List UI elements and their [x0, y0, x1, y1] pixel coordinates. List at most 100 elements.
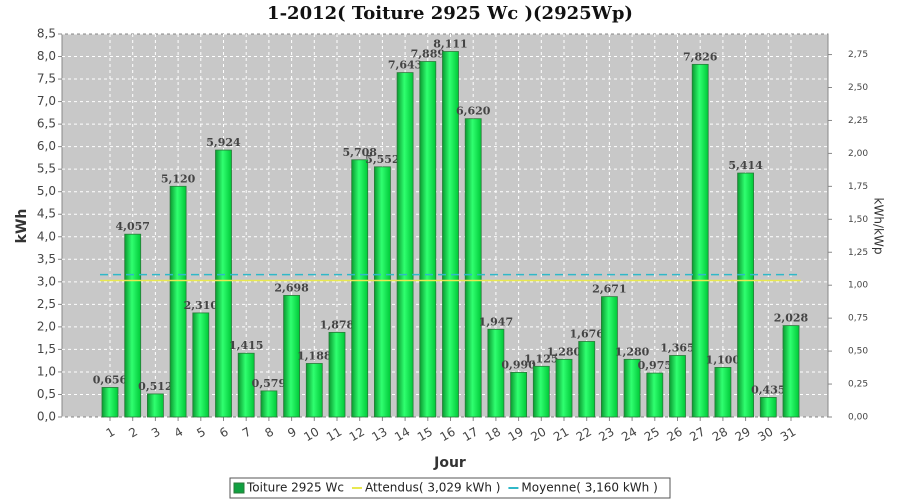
bar — [146, 393, 164, 418]
value-label: 7,643 — [388, 59, 422, 72]
y2-tick-label: 2,50 — [848, 83, 868, 93]
x-tick-label: 13 — [369, 425, 389, 445]
bar — [555, 358, 573, 418]
value-label: 6,620 — [456, 105, 491, 118]
bar — [646, 372, 664, 418]
y2-tick-label: 2,00 — [848, 149, 868, 159]
bar — [532, 365, 550, 418]
value-label: 7,826 — [683, 50, 718, 63]
y-tick-label: 7,0 — [37, 94, 56, 108]
bar — [283, 295, 301, 418]
value-label: 1,188 — [297, 349, 332, 362]
value-label: 1,280 — [547, 345, 582, 358]
legend-swatch — [233, 482, 245, 494]
x-tick-label: 27 — [687, 425, 707, 445]
value-label: 0,579 — [252, 377, 286, 390]
value-label: 2,028 — [774, 312, 809, 325]
y-tick-label: 8,0 — [37, 49, 56, 63]
value-label: 1,365 — [660, 341, 694, 354]
legend-label: Attendus( 3,029 kWh ) — [365, 481, 500, 495]
y2-tick-label: 2,75 — [848, 50, 868, 60]
value-label: 1,415 — [229, 339, 263, 352]
bar — [442, 51, 459, 418]
bar — [669, 355, 686, 418]
bar — [419, 61, 437, 418]
x-tick-label: 24 — [619, 425, 639, 445]
bar — [691, 63, 709, 418]
y2-tick-label: 0,00 — [848, 413, 868, 423]
bar — [759, 396, 777, 418]
bar — [169, 185, 187, 418]
x-tick-label: 15 — [415, 425, 435, 445]
bar — [305, 363, 323, 418]
x-tick-label: 26 — [665, 425, 685, 445]
bar — [237, 352, 255, 418]
x-tick-label: 18 — [483, 425, 503, 445]
x-tick-label: 21 — [551, 425, 571, 445]
x-tick-label: 20 — [528, 425, 548, 445]
x-tick-label: 19 — [506, 425, 526, 445]
x-tick-label: 10 — [301, 425, 321, 445]
bar — [464, 118, 482, 418]
value-label: 0,990 — [501, 358, 536, 371]
value-label: 4,057 — [115, 220, 149, 233]
y-tick-label: 7,5 — [37, 72, 56, 86]
value-label: 8,111 — [433, 38, 467, 51]
x-tick-label: 25 — [642, 425, 662, 445]
y-tick-label: 1,0 — [37, 364, 56, 378]
legend-box — [229, 477, 671, 499]
bar — [714, 367, 732, 418]
bar — [260, 390, 278, 418]
legend: Toiture 2925 Wc Attendus( 3,029 kWh ) Moye… — [233, 481, 658, 495]
y-tick-label: 3,0 — [37, 274, 56, 288]
value-label: 1,676 — [569, 327, 604, 340]
y-axis-label: kWh — [14, 209, 30, 244]
x-tick-label: 12 — [347, 425, 367, 445]
y-tick-label: 2,5 — [37, 297, 56, 311]
value-label: 0,435 — [751, 383, 785, 396]
value-label: 5,120 — [161, 172, 196, 185]
y-tick-label: 2,0 — [37, 319, 56, 333]
bar — [351, 159, 369, 418]
x-tick-label: 22 — [574, 425, 594, 445]
x-tick-label: 14 — [392, 425, 412, 445]
x-tick-label: 23 — [596, 425, 616, 445]
y2-tick-label: 1,50 — [848, 215, 868, 225]
y2-tick-label: 1,00 — [848, 281, 868, 291]
value-label: 1,125 — [524, 352, 558, 365]
y-tick-label: 5,0 — [37, 184, 56, 198]
value-label: 1,878 — [320, 318, 355, 331]
x-tick-label: 17 — [460, 425, 480, 445]
y-tick-label: 1,5 — [37, 342, 56, 356]
bar — [782, 325, 800, 418]
chart-title: 1-2012( Toiture 2925 Wc )(2925Wp) — [267, 3, 633, 24]
y-tick-label: 5,5 — [37, 162, 56, 176]
x-tick-label: 31 — [778, 425, 798, 445]
x-tick-label: 30 — [755, 425, 775, 445]
y2-tick-label: 0,75 — [848, 314, 868, 324]
value-label: 5,414 — [728, 159, 763, 172]
value-label: 5,708 — [342, 146, 377, 159]
value-label: 1,947 — [479, 315, 513, 328]
y-tick-label: 4,0 — [37, 229, 56, 243]
value-label: 2,310 — [184, 299, 219, 312]
x-axis-label: Jour — [433, 455, 466, 471]
value-label: 7,889 — [411, 48, 445, 61]
value-label: 5,924 — [206, 136, 241, 149]
y2-tick-label: 1,75 — [848, 182, 868, 192]
value-label: 5,552 — [365, 153, 399, 166]
y2-axis-label: kWh/kWp — [872, 198, 886, 255]
x-tick-label: 16 — [438, 425, 458, 445]
bar — [601, 296, 618, 418]
y-tick-label: 0,0 — [37, 410, 56, 424]
x-tick-label: 28 — [710, 425, 730, 445]
bar — [487, 328, 505, 418]
y-tick-label: 6,0 — [37, 139, 56, 153]
value-label: 0,975 — [638, 359, 672, 372]
value-label: 2,698 — [274, 281, 309, 294]
bar — [510, 371, 528, 418]
value-label: 1,280 — [615, 345, 650, 358]
bar — [328, 331, 346, 418]
legend-label: Moyenne( 3,160 kWh ) — [521, 481, 657, 495]
bar — [623, 358, 641, 418]
